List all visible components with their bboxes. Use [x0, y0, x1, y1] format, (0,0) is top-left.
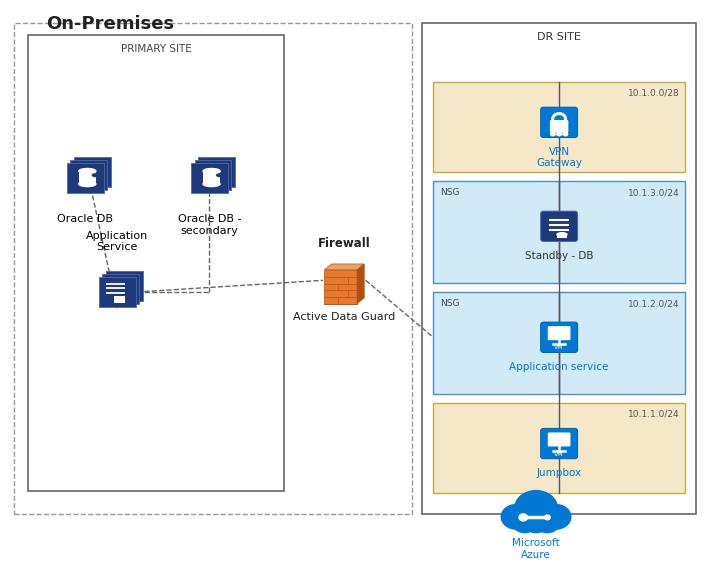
Circle shape: [522, 509, 550, 533]
Ellipse shape: [203, 182, 220, 187]
Ellipse shape: [79, 182, 96, 187]
Circle shape: [545, 515, 550, 520]
Circle shape: [535, 513, 559, 533]
Text: NSG: NSG: [440, 188, 459, 197]
Text: DR SITE: DR SITE: [537, 32, 581, 42]
Ellipse shape: [92, 174, 101, 177]
Circle shape: [541, 505, 571, 529]
Bar: [203, 171, 220, 184]
Polygon shape: [324, 264, 364, 270]
FancyBboxPatch shape: [548, 432, 571, 447]
Text: 10.1.3.0/24: 10.1.3.0/24: [628, 188, 679, 197]
Circle shape: [519, 514, 528, 521]
Circle shape: [564, 133, 568, 136]
Bar: [195, 160, 231, 190]
Text: Jumpbox: Jumpbox: [537, 468, 581, 478]
Bar: [70, 160, 107, 190]
Bar: [198, 157, 235, 187]
Text: Oracle DB -
secondary: Oracle DB - secondary: [178, 214, 241, 236]
Text: Standby - DB: Standby - DB: [525, 251, 594, 261]
Text: VPN
Gateway: VPN Gateway: [536, 147, 582, 168]
Bar: [14, 23, 412, 514]
Bar: [433, 82, 685, 172]
Bar: [106, 271, 143, 301]
Text: Microsoft
Azure: Microsoft Azure: [512, 538, 560, 560]
FancyBboxPatch shape: [541, 322, 578, 353]
Ellipse shape: [79, 168, 96, 174]
Circle shape: [557, 133, 561, 136]
Circle shape: [513, 513, 537, 533]
Bar: [79, 171, 96, 184]
Text: Active Data Guard: Active Data Guard: [293, 312, 395, 322]
Bar: [433, 403, 685, 493]
Bar: [191, 163, 228, 193]
Text: VM: VM: [555, 346, 564, 350]
Text: On-Premises: On-Premises: [46, 15, 174, 33]
Bar: [114, 296, 125, 303]
Text: Oracle DB: Oracle DB: [58, 214, 113, 224]
Text: VM: VM: [555, 452, 564, 457]
FancyBboxPatch shape: [550, 120, 569, 133]
Bar: [28, 35, 284, 491]
FancyBboxPatch shape: [541, 211, 578, 242]
Bar: [102, 274, 139, 304]
Text: Application
Service: Application Service: [86, 231, 148, 252]
Bar: [557, 233, 567, 238]
Text: Firewall: Firewall: [318, 237, 371, 250]
Ellipse shape: [203, 168, 220, 174]
Text: 10.1.0.0/28: 10.1.0.0/28: [628, 89, 679, 98]
Text: NSG: NSG: [440, 299, 459, 308]
Bar: [433, 181, 685, 283]
Text: Application service: Application service: [510, 362, 608, 372]
Bar: [433, 292, 685, 394]
FancyBboxPatch shape: [541, 107, 578, 138]
Bar: [99, 277, 136, 307]
Polygon shape: [357, 264, 364, 304]
Text: 10.1.2.0/24: 10.1.2.0/24: [628, 299, 679, 308]
Ellipse shape: [557, 232, 567, 237]
Circle shape: [515, 491, 557, 526]
FancyBboxPatch shape: [541, 429, 578, 459]
Ellipse shape: [217, 174, 225, 177]
Bar: [67, 163, 104, 193]
Bar: [74, 157, 111, 187]
Bar: [324, 270, 357, 304]
FancyBboxPatch shape: [548, 326, 571, 340]
Text: PRIMARY SITE: PRIMARY SITE: [121, 44, 192, 54]
Circle shape: [501, 505, 531, 529]
Circle shape: [551, 133, 555, 136]
Bar: [422, 23, 696, 514]
Text: 10.1.1.0/24: 10.1.1.0/24: [628, 410, 679, 419]
